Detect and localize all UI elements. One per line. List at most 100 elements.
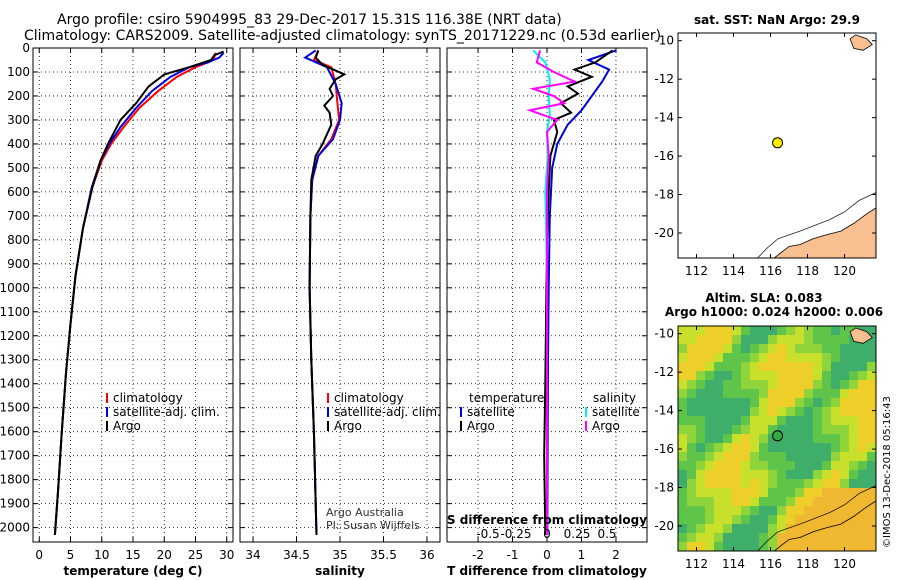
sla-cell <box>822 443 832 453</box>
sla-cell <box>840 344 850 354</box>
sla-cell <box>858 344 868 354</box>
sla-cell <box>759 326 769 336</box>
sla-cell <box>723 416 733 426</box>
sla-cell <box>696 407 706 417</box>
sla-cell <box>723 461 733 471</box>
sla-cell <box>732 326 742 336</box>
sst-lat-label: -20 <box>654 226 674 240</box>
sla-cell <box>840 389 850 399</box>
legend-s-sat-label: satellite <box>592 405 640 419</box>
depth-tick-label: 1500 <box>0 401 30 415</box>
depth-tick-label: 2000 <box>0 521 30 535</box>
sla-cell <box>822 533 832 543</box>
sla-cell <box>867 416 876 426</box>
temperature-series-argo <box>53 50 224 535</box>
sla-cell <box>723 443 733 453</box>
depth-tick-label: 1700 <box>0 449 30 463</box>
sla-cell <box>867 497 876 507</box>
sla-cell <box>768 452 778 462</box>
sla-cell <box>822 461 832 471</box>
sla-cell <box>768 353 778 363</box>
sla-cell <box>858 452 868 462</box>
sla-cell <box>849 542 859 551</box>
sla-cell <box>822 470 832 480</box>
difference-series-s-argo <box>526 50 578 535</box>
sla-cell <box>867 488 876 498</box>
sla-cell <box>750 533 760 543</box>
difference-xtick-label: 0 <box>543 548 551 562</box>
sla-cell <box>714 506 724 516</box>
sla-cell <box>795 506 805 516</box>
sla-cell <box>831 452 841 462</box>
temperature-xtick-label: 20 <box>157 548 172 562</box>
sla-cell <box>741 452 751 462</box>
depth-tick-label: 1000 <box>0 281 30 295</box>
sla-cell <box>714 380 724 390</box>
sla-cell <box>786 353 796 363</box>
sla-cell <box>714 344 724 354</box>
temperature-legend-item-label: satellite-adj. clim. <box>113 405 220 419</box>
sla-cell <box>840 434 850 444</box>
sla-cell <box>732 362 742 372</box>
sla-cell <box>732 497 742 507</box>
sla-cell <box>849 506 859 516</box>
sla-cell <box>732 506 742 516</box>
sla-cell <box>687 434 697 444</box>
sla-cell <box>678 371 688 381</box>
depth-tick-label: 300 <box>7 113 30 127</box>
sla-cell <box>804 470 814 480</box>
legend-t-sat-label: satellite <box>467 405 515 419</box>
sla-cell <box>786 533 796 543</box>
sla-cell <box>858 497 868 507</box>
sla-cell <box>705 542 715 551</box>
sla-cell <box>795 353 805 363</box>
sla-cell <box>795 335 805 345</box>
sla-cell <box>750 389 760 399</box>
sla-map-area <box>678 326 876 551</box>
depth-tick-label: 1300 <box>0 353 30 367</box>
sla-cell <box>687 533 697 543</box>
sla-cell <box>795 470 805 480</box>
sla-cell <box>786 371 796 381</box>
sla-cell <box>804 362 814 372</box>
legend-s-argo-label: Argo <box>592 419 620 433</box>
temperature-xtick-label: 15 <box>125 548 140 562</box>
sla-cell <box>849 461 859 471</box>
sla-cell <box>759 344 769 354</box>
sla-lon-label: 112 <box>685 557 708 571</box>
sla-cell <box>858 398 868 408</box>
sla-cell <box>696 434 706 444</box>
sla-cell <box>687 335 697 345</box>
sla-cell <box>804 434 814 444</box>
sla-cell <box>822 524 832 534</box>
sla-cell <box>795 389 805 399</box>
sla-cell <box>813 515 823 525</box>
sla-cell <box>759 488 769 498</box>
sla-cell <box>705 362 715 372</box>
sla-cell <box>768 506 778 516</box>
sla-cell <box>696 425 706 435</box>
sla-cell <box>849 479 859 489</box>
sla-cell <box>705 335 715 345</box>
sla-cell <box>741 389 751 399</box>
sla-cell <box>732 407 742 417</box>
sla-cell <box>840 443 850 453</box>
sla-cell <box>687 326 697 336</box>
sla-cell <box>705 443 715 453</box>
sla-cell <box>822 506 832 516</box>
sla-cell <box>732 443 742 453</box>
sla-cell <box>714 461 724 471</box>
depth-tick-label: 1600 <box>0 425 30 439</box>
depth-tick-label: 600 <box>7 185 30 199</box>
sla-cell <box>759 416 769 426</box>
sla-cell <box>813 524 823 534</box>
sla-cell <box>795 497 805 507</box>
temperature-panel: 0100200300400500600700800900100011001200… <box>0 41 234 578</box>
sla-cell <box>849 488 859 498</box>
sla-cell <box>687 344 697 354</box>
sla-cell <box>759 407 769 417</box>
sla-cell <box>822 542 832 551</box>
difference-panel: -2 -1 0 1 2 T difference from climatology <box>446 47 648 578</box>
sla-cell <box>822 362 832 372</box>
